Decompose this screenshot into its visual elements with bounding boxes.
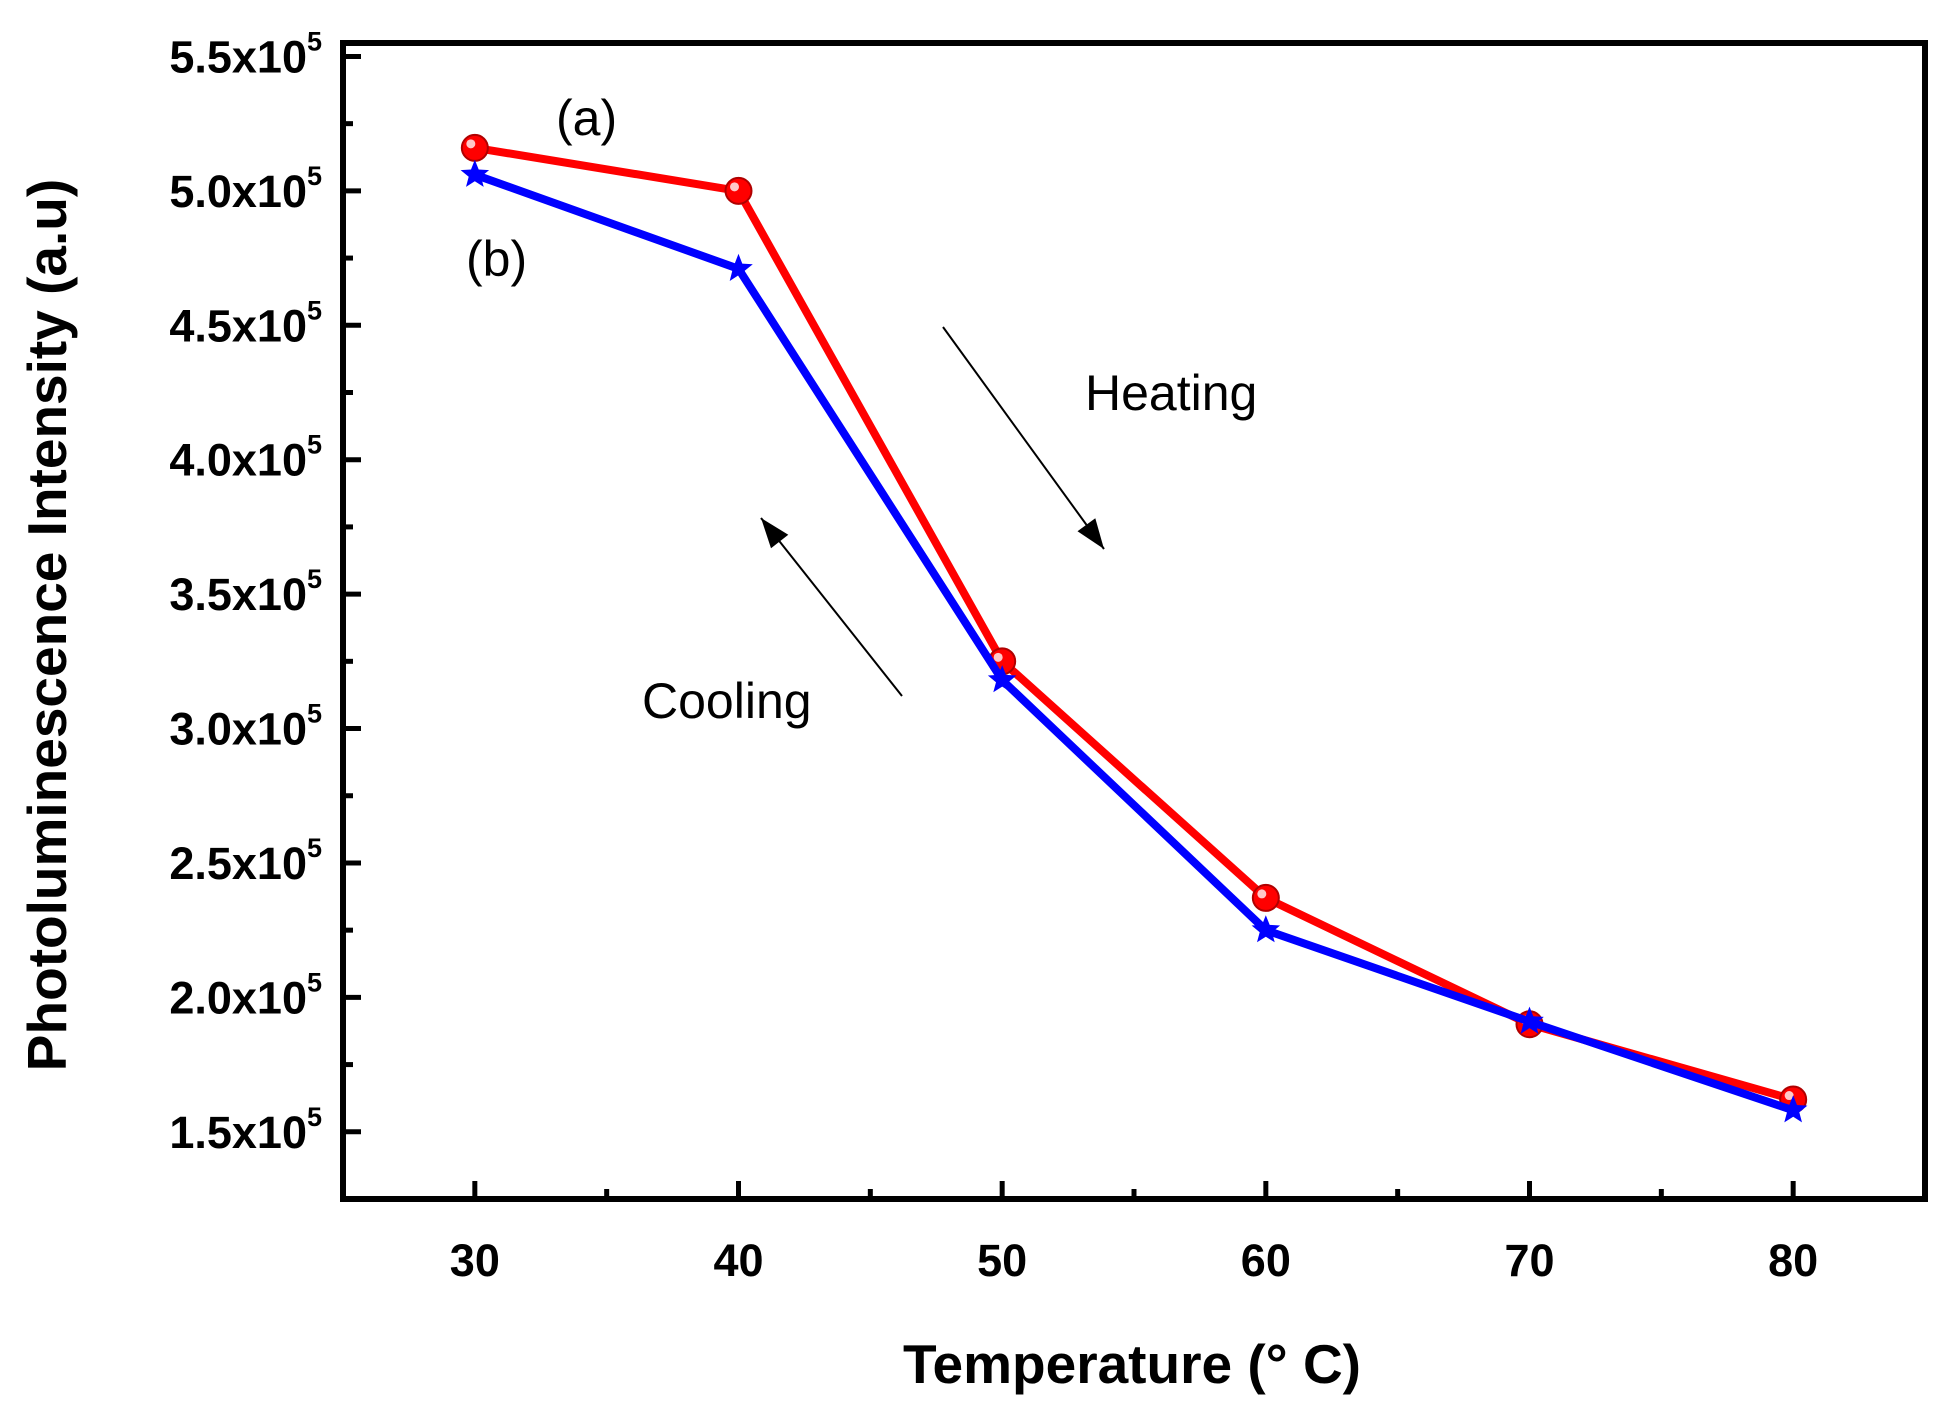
x-tick-label: 60 [1241,1235,1291,1286]
y-tick-mantissa: 5.5x10 [169,31,307,82]
y-tick-label: 5.5x105 [169,26,322,82]
plot-series [460,133,1808,1123]
data-point-highlight [466,139,476,149]
data-point-highlight [730,182,739,192]
y-tick-mantissa: 2.5x10 [169,838,307,889]
data-point-highlight [1257,889,1267,899]
x-axis-title: Temperature (° C) [903,1333,1361,1395]
y-tick-exponent: 5 [307,833,322,863]
data-point [1251,915,1281,943]
y-tick-labels: 1.5x1052.0x1052.5x1053.0x1053.5x1054.0x1… [169,26,322,1157]
cooling-arrow-shaft [760,517,903,697]
series-label-a: (a) [556,90,617,146]
y-tick-label: 1.5x105 [169,1102,322,1158]
y-tick-mantissa: 4.5x10 [169,300,307,351]
x-tick-label: 70 [1504,1235,1554,1286]
y-tick-mantissa: 3.0x10 [169,704,307,755]
data-point [460,133,489,162]
y-tick-mantissa: 1.5x10 [169,1107,307,1158]
y-tick-exponent: 5 [307,699,322,729]
axis-ticks [340,53,1928,1202]
series-line [474,143,1795,1104]
y-tick-label: 2.0x105 [169,967,322,1023]
y-tick-mantissa: 3.5x10 [169,569,307,620]
annotations: (a) (b) Heating Cooling [466,90,1257,729]
y-tick-label: 3.5x105 [169,564,322,620]
y-tick-exponent: 5 [307,564,322,594]
y-tick-exponent: 5 [307,967,322,997]
y-tick-exponent: 5 [307,295,322,325]
y-tick-label: 4.0x105 [169,430,322,486]
y-tick-mantissa: 4.0x10 [169,435,307,486]
y-tick-exponent: 5 [307,26,322,56]
heating-label: Heating [1085,365,1257,421]
series-a [460,133,1808,1114]
data-point [460,159,490,187]
y-tick-label: 2.5x105 [169,833,322,889]
y-tick-exponent: 5 [307,430,322,460]
x-tick-label: 80 [1768,1235,1818,1286]
heating-arrow-shaft [942,326,1105,550]
x-tick-label: 50 [977,1235,1027,1286]
data-point-highlight [993,652,1003,662]
cooling-label: Cooling [642,673,812,729]
series-line [473,170,1795,1115]
heating-arrow-head [1077,518,1104,549]
x-tick-label: 30 [450,1235,500,1286]
data-point [987,665,1017,693]
y-tick-label: 3.0x105 [169,699,322,755]
y-tick-mantissa: 2.0x10 [169,972,307,1023]
data-point [724,253,753,281]
y-tick-mantissa: 5.0x10 [169,166,307,217]
y-tick-label: 4.5x105 [169,295,322,351]
cooling-arrow-head [761,518,789,549]
series-b [460,159,1808,1123]
x-tick-label: 40 [713,1235,763,1286]
y-tick-label: 5.0x105 [169,161,322,217]
y-axis-title: Photoluminescence Intensity (a.u) [16,179,78,1071]
data-point-highlight [1784,1091,1794,1101]
y-tick-exponent: 5 [307,1102,322,1132]
y-tick-exponent: 5 [307,161,322,191]
data-point [1515,1006,1544,1034]
data-point [724,176,753,205]
data-point [1251,883,1280,912]
plot-frame [340,40,1928,1202]
data-point [1778,1095,1808,1123]
x-tick-labels: 30 40 50 60 70 80 [450,1235,1818,1286]
series-label-b: (b) [466,231,527,287]
